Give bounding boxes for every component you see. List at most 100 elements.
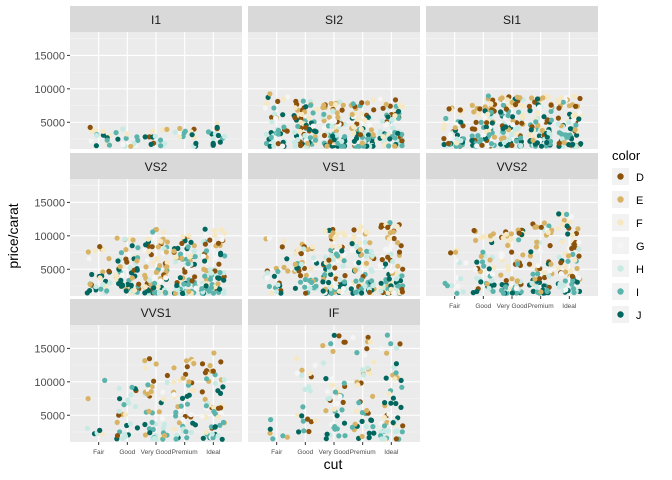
data-point [540, 95, 546, 101]
data-point [115, 258, 121, 264]
data-point [100, 132, 106, 138]
data-point [310, 123, 316, 129]
data-point [503, 106, 509, 112]
data-point [281, 264, 287, 270]
data-point [342, 233, 348, 239]
points-vs1 [263, 220, 406, 296]
data-point [160, 389, 166, 395]
data-point [539, 127, 546, 134]
data-point [192, 254, 198, 260]
data-point [269, 290, 275, 296]
data-point [350, 334, 356, 341]
data-point [393, 400, 399, 407]
data-point [509, 132, 515, 138]
data-point [349, 424, 355, 430]
data-point [357, 247, 363, 253]
data-point [306, 384, 312, 390]
data-point [490, 288, 496, 294]
data-point [336, 433, 342, 439]
data-point [505, 112, 511, 119]
data-point [574, 265, 580, 272]
legend-key-dot [617, 311, 624, 318]
data-point [377, 130, 383, 136]
data-point [185, 261, 191, 267]
data-point [454, 290, 460, 296]
data-point [536, 133, 543, 139]
data-point [366, 430, 372, 436]
x-tick-label: Ideal [562, 303, 577, 310]
data-point [518, 143, 524, 149]
data-point [384, 332, 390, 338]
data-point [145, 382, 151, 388]
x-tick-label: Ideal [206, 449, 221, 456]
data-point [570, 277, 576, 284]
data-point [161, 421, 167, 427]
x-tick-label: Very Good [497, 303, 528, 310]
data-point [151, 378, 157, 384]
data-point [341, 420, 348, 426]
data-point [122, 236, 128, 242]
data-point [441, 141, 447, 148]
data-point [570, 232, 576, 238]
data-point [217, 422, 223, 428]
data-point [128, 143, 134, 149]
data-point [399, 384, 405, 390]
data-point [306, 428, 312, 435]
legend-key-dot [617, 219, 624, 226]
data-point [335, 114, 341, 120]
data-point [162, 289, 168, 295]
data-point [117, 396, 123, 402]
data-point [207, 276, 214, 282]
data-point [301, 265, 307, 271]
legend-key-dot [617, 242, 624, 249]
data-point [222, 133, 228, 140]
data-point [443, 115, 449, 122]
data-point [300, 418, 306, 424]
data-point [337, 393, 343, 400]
y-tick-label: 15000 [34, 197, 65, 209]
data-point [297, 279, 304, 285]
data-point [393, 361, 399, 367]
data-point [392, 97, 399, 103]
data-point [124, 131, 130, 137]
data-point [329, 123, 335, 129]
data-point [279, 244, 285, 250]
data-point [504, 97, 510, 103]
x-tick-label: Very Good [141, 449, 172, 456]
data-point [500, 126, 506, 132]
data-point [284, 256, 290, 262]
y-tick-label: 10000 [34, 377, 65, 389]
data-point [351, 138, 357, 144]
data-point [335, 231, 341, 237]
data-point [342, 273, 348, 279]
data-point [478, 119, 484, 125]
data-point [370, 424, 376, 430]
data-point [113, 272, 119, 278]
data-point [566, 142, 572, 148]
data-point [516, 230, 522, 236]
data-point [209, 431, 215, 437]
data-point [114, 433, 121, 439]
data-point [491, 134, 498, 140]
data-point [485, 93, 491, 99]
data-point [366, 289, 373, 295]
data-point [533, 119, 539, 125]
data-point [151, 435, 157, 441]
data-point [329, 382, 336, 388]
data-point [337, 277, 343, 283]
data-point [558, 271, 564, 277]
legend-item-d: D [612, 168, 644, 185]
data-point [534, 239, 540, 245]
data-point [122, 431, 128, 437]
data-point [455, 283, 461, 289]
data-point [203, 283, 209, 289]
data-point [517, 95, 523, 101]
data-point [88, 138, 94, 144]
data-point [562, 269, 569, 275]
data-point [479, 142, 485, 148]
data-point [528, 127, 534, 133]
data-point [269, 119, 275, 125]
data-point [487, 257, 493, 263]
data-point [400, 104, 406, 110]
data-point [509, 114, 516, 120]
